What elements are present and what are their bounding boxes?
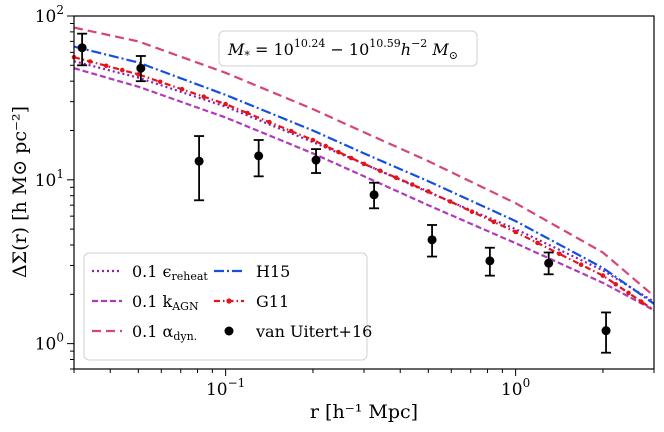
series-line-1 xyxy=(73,67,655,312)
legend-label-dyn: 0.1 αdyn. xyxy=(132,322,197,343)
data-point xyxy=(136,63,146,73)
series-marker xyxy=(426,189,431,194)
series-marker xyxy=(557,251,562,257)
series-marker xyxy=(348,155,354,161)
series-marker xyxy=(638,299,644,304)
series-marker xyxy=(513,229,518,235)
series-marker xyxy=(323,143,329,149)
curves-layer xyxy=(71,26,655,312)
series-line-2 xyxy=(73,26,655,297)
series-marker xyxy=(491,219,497,225)
series-marker xyxy=(535,240,540,246)
legend: 0.1 ϵreheat 0.1 kAGN 0.1 αdyn. H15 G11 v… xyxy=(83,252,372,361)
y-tick-label: 100 xyxy=(35,331,64,355)
data-point xyxy=(427,235,437,245)
series-marker xyxy=(578,262,584,268)
data-points-layer xyxy=(77,43,611,336)
x-tick-label: 10−1 xyxy=(206,376,245,400)
x-axis-label: r [h⁻¹ Mpc] xyxy=(310,401,418,423)
series-marker xyxy=(120,67,125,73)
legend-label-g11: G11 xyxy=(256,292,289,311)
annotation-box xyxy=(218,30,478,67)
data-point xyxy=(544,258,554,268)
mass-annotation: M* = 1010.24 − 1010.59h−2 M⊙ xyxy=(218,30,478,67)
series-marker xyxy=(288,128,294,134)
series-marker xyxy=(157,79,163,85)
legend-label-h15: H15 xyxy=(256,262,290,281)
series-marker xyxy=(469,209,475,214)
series-marker xyxy=(377,168,383,174)
series-marker xyxy=(310,137,316,143)
data-point xyxy=(254,151,264,161)
annotation-text: M* = 1010.24 − 1010.59h−2 M⊙ xyxy=(227,37,458,62)
series-marker xyxy=(393,175,399,180)
series-marker xyxy=(447,199,453,204)
data-point xyxy=(369,190,379,200)
series-marker xyxy=(103,63,109,69)
y-axis-label: ΔΣ(r) [h M⊙ pc⁻²] xyxy=(9,106,31,278)
series-marker xyxy=(136,72,141,77)
legend-swatch-points xyxy=(224,326,234,336)
legend-label-reheat: 0.1 ϵreheat xyxy=(132,262,208,283)
series-marker xyxy=(87,59,93,64)
data-point xyxy=(601,326,611,336)
y-tick-label: 102 xyxy=(35,3,64,27)
legend-swatch-g11-marker xyxy=(226,298,232,304)
legend-box xyxy=(83,252,368,361)
series-line-4 xyxy=(73,56,655,312)
tick-labels-layer: 10−1 100 100 101 102 xyxy=(35,3,531,400)
data-point xyxy=(194,156,204,166)
data-point xyxy=(311,155,321,165)
series-marker xyxy=(600,273,606,278)
x-tick-label: 100 xyxy=(501,376,530,400)
y-tick-label: 101 xyxy=(35,167,64,191)
series-marker xyxy=(410,182,415,187)
data-point xyxy=(77,43,87,53)
legend-label-points: van Uitert+16 xyxy=(255,322,372,341)
series-marker xyxy=(626,290,631,296)
series-marker xyxy=(267,119,272,125)
series-marker xyxy=(179,86,185,92)
series-marker xyxy=(336,149,341,155)
series-marker xyxy=(613,282,618,287)
ticks-layer xyxy=(67,15,655,376)
data-point xyxy=(485,256,495,266)
series-marker xyxy=(201,94,207,99)
series-marker xyxy=(245,110,250,116)
legend-label-agn: 0.1 kAGN xyxy=(132,292,199,313)
series-marker xyxy=(361,161,367,167)
series-marker xyxy=(223,101,228,107)
series-line-3 xyxy=(73,45,655,305)
